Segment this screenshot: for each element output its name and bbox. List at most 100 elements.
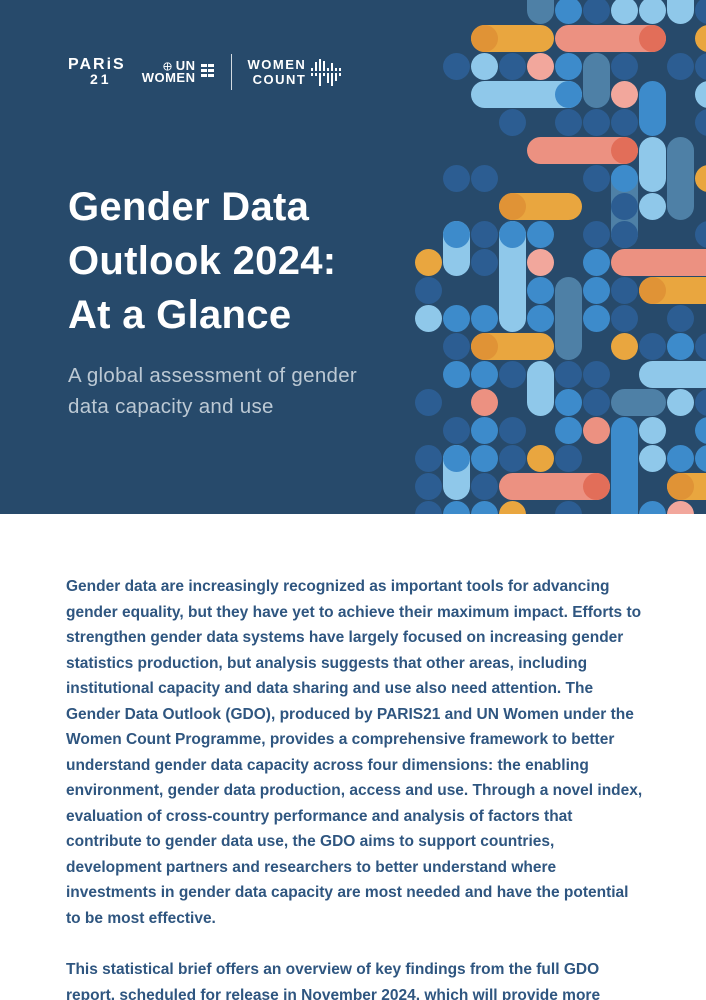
decor-dot: [666, 500, 694, 514]
decor-dot: [526, 52, 554, 80]
decor-dot: [582, 108, 610, 136]
decor-dot: [554, 388, 582, 416]
decor-dot: [610, 276, 638, 304]
decor-dot: [442, 332, 470, 360]
decor-pill: [666, 0, 694, 24]
decor-dot: [610, 304, 638, 332]
decor-dot: [610, 52, 638, 80]
logo-row: PARiS 21 UN WOMEN: [68, 54, 345, 90]
decor-pill-cap: [666, 472, 694, 500]
decor-pill: [470, 24, 554, 52]
decor-dot: [442, 360, 470, 388]
decor-dot: [582, 360, 610, 388]
decor-dot: [554, 360, 582, 388]
decor-pill: [638, 276, 706, 304]
un-women-mark-icon: [200, 62, 215, 82]
decor-dot: [498, 360, 526, 388]
intro-paragraph-1: Gender data are increasingly recognized …: [66, 578, 643, 927]
decor-pill-cap: [610, 136, 638, 164]
decor-pill: [526, 360, 554, 416]
decor-pill: [526, 0, 554, 24]
decor-pill-cap: [470, 24, 498, 52]
decorative-pill-pattern: [414, 0, 706, 514]
decor-dot: [470, 360, 498, 388]
decor-dot: [554, 444, 582, 472]
decor-dot: [442, 416, 470, 444]
page-title: Gender Data Outlook 2024: At a Glance: [68, 180, 336, 342]
un-women-logo-line1: UN: [175, 58, 196, 73]
intro-paragraph-2: This statistical brief offers an overvie…: [66, 961, 601, 1000]
paris21-logo-line1: PARiS: [68, 56, 126, 73]
decor-dot: [442, 164, 470, 192]
decor-pill: [442, 220, 470, 276]
decor-dot: [582, 416, 610, 444]
decor-pill-cap: [582, 472, 610, 500]
decor-pill: [498, 472, 610, 500]
decor-pill-cap: [638, 24, 666, 52]
decor-dot: [414, 444, 442, 472]
decor-dot: [470, 220, 498, 248]
un-women-logo-line2: WOMEN: [141, 70, 196, 85]
un-emblem-icon: [162, 61, 173, 72]
decor-dot: [694, 0, 706, 24]
decor-dot: [582, 164, 610, 192]
decor-pill: [498, 192, 582, 220]
decor-dot: [526, 220, 554, 248]
decor-dot: [582, 276, 610, 304]
decor-dot: [554, 500, 582, 514]
decor-dot: [526, 444, 554, 472]
decor-dot: [554, 416, 582, 444]
decor-dot: [694, 108, 706, 136]
decor-pill: [638, 136, 666, 192]
decor-dot: [694, 164, 706, 192]
decor-dot: [442, 304, 470, 332]
decor-pill: [610, 416, 638, 514]
decor-pill: [526, 136, 638, 164]
decor-pill: [554, 24, 666, 52]
decor-dot: [414, 248, 442, 276]
decor-pill: [582, 52, 610, 108]
decor-dot: [694, 52, 706, 80]
decor-dot: [694, 388, 706, 416]
cover-header: PARiS 21 UN WOMEN: [0, 0, 706, 514]
decor-pill: [470, 332, 554, 360]
decor-dot: [470, 52, 498, 80]
decor-dot: [582, 304, 610, 332]
decor-dot: [694, 444, 706, 472]
decor-dot: [554, 108, 582, 136]
decor-dot: [470, 472, 498, 500]
decor-dot: [582, 220, 610, 248]
decor-dot: [638, 0, 666, 24]
paris21-logo-line2: 21: [90, 71, 112, 87]
decor-dot: [470, 164, 498, 192]
decor-dot: [694, 24, 706, 52]
title-line-2: Outlook 2024:: [68, 239, 337, 283]
decor-dot: [610, 80, 638, 108]
decor-dot: [694, 332, 706, 360]
women-count-bars-icon: [311, 58, 345, 71]
decor-dot: [694, 220, 706, 248]
decor-dot: [554, 0, 582, 24]
women-count-logo: WOMEN: [248, 58, 346, 86]
decor-dot: [414, 388, 442, 416]
decor-dot: [666, 332, 694, 360]
decor-pill: [610, 388, 666, 416]
decor-dot: [526, 276, 554, 304]
decor-dot: [582, 388, 610, 416]
decor-dot: [442, 500, 470, 514]
decor-dot: [694, 80, 706, 108]
decor-dot: [470, 500, 498, 514]
decor-pill: [666, 136, 694, 220]
decor-dot: [666, 52, 694, 80]
decor-pill: [554, 276, 582, 360]
decor-dot: [666, 388, 694, 416]
decor-pill: [638, 360, 706, 388]
decor-dot: [554, 80, 582, 108]
decor-dot: [526, 304, 554, 332]
intro-text: Gender data are increasingly recognized …: [66, 574, 644, 1000]
decor-dot: [638, 444, 666, 472]
decor-dot: [414, 500, 442, 514]
decor-pill: [610, 248, 706, 276]
decor-dot: [442, 52, 470, 80]
